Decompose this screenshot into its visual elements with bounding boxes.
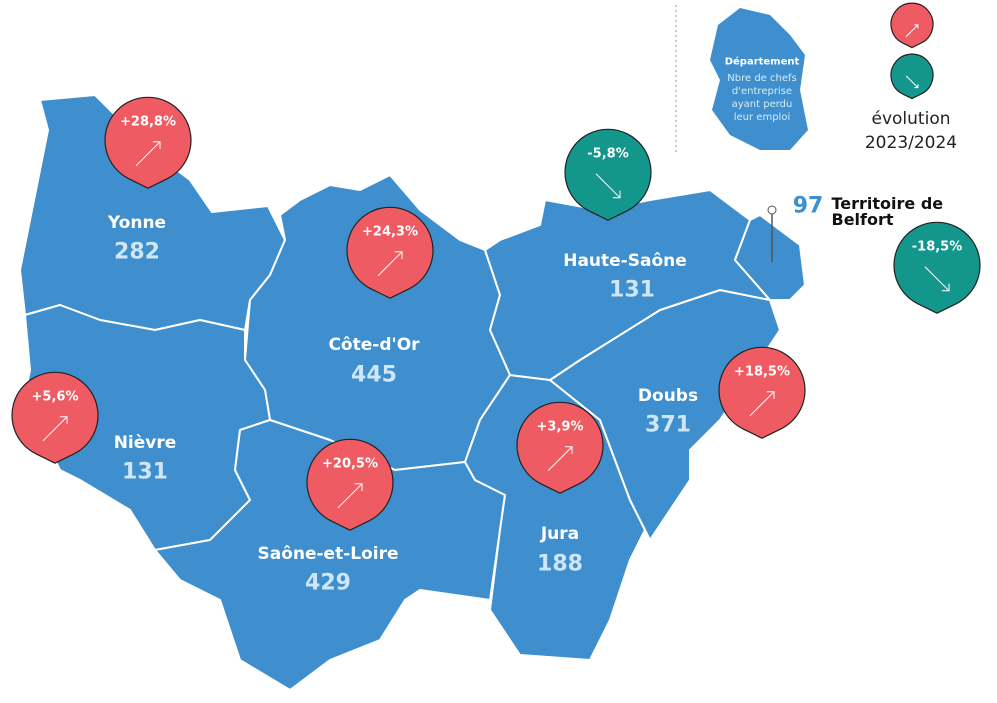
- department-count: 282: [114, 239, 160, 265]
- evolution-label: -5,8%: [587, 146, 629, 162]
- department-count: 131: [122, 459, 168, 485]
- legend-pin-up: [890, 2, 934, 49]
- department-name: Saône-et-Loire: [257, 544, 399, 564]
- department-name: Côte-d'Or: [328, 335, 420, 355]
- evolution-pin-arrow: [595, 173, 621, 199]
- belfort-shape: [734, 214, 806, 301]
- evolution-pin-arrow: [135, 141, 161, 167]
- evolution-label: +18,5%: [734, 364, 790, 380]
- legend-description: Nbre de chefs d'entreprise ayant perdu l…: [727, 73, 797, 123]
- department-count: 131: [609, 277, 655, 303]
- evolution-pin-arrowhead: [766, 391, 775, 399]
- evolution-pin: [346, 206, 434, 299]
- evolution-pin-arrowhead: [152, 141, 161, 149]
- evolution-pin-arrow: [42, 416, 68, 442]
- department-name: Territoire de Belfort: [831, 194, 944, 229]
- evolution-pin-arrowhead: [612, 190, 621, 199]
- legend-pin-up-arrow: [905, 24, 919, 37]
- evolution-pin: [516, 401, 604, 494]
- evolution-pin-arrow: [924, 266, 950, 292]
- department-count: 445: [351, 362, 397, 388]
- legend-evolution: évolution: [871, 109, 951, 129]
- evolution-pin-arrowhead: [354, 483, 363, 491]
- legend-shape: [710, 8, 808, 150]
- evolution-pin-arrowhead: [59, 416, 68, 424]
- evolution-pin: [11, 371, 99, 464]
- evolution-pin: [718, 346, 806, 439]
- evolution-label: +3,9%: [536, 419, 584, 435]
- legend-pin-down-arrow: [905, 75, 919, 88]
- evolution-pin-arrow: [547, 446, 573, 472]
- evolution-label: -18,5%: [911, 239, 963, 255]
- department-count: 429: [305, 570, 351, 596]
- legend-pin-up-arrowhead: [914, 24, 919, 29]
- department-count: 371: [645, 412, 691, 438]
- evolution-label: +20,5%: [322, 456, 378, 472]
- legend-pin-down-arrowhead: [914, 84, 919, 89]
- department-name: Yonne: [107, 213, 167, 233]
- legend-period: 2023/2024: [864, 133, 958, 153]
- department-name: Doubs: [637, 386, 699, 406]
- legend-pin-down: [890, 53, 934, 100]
- evolution-pin: [306, 438, 394, 531]
- department-count: 188: [537, 551, 583, 577]
- evolution-label: +24,3%: [362, 224, 418, 240]
- evolution-label: +5,6%: [31, 389, 79, 405]
- evolution-pin-arrow: [749, 391, 775, 417]
- department-name: Haute-Saône: [563, 251, 687, 271]
- evolution-pin-arrow: [377, 251, 403, 277]
- department-count: 97: [792, 193, 824, 219]
- belfort-dot: [767, 205, 777, 215]
- legend-title: Département: [724, 56, 800, 68]
- haute-saone-shape: [484, 189, 771, 381]
- evolution-label: +28,8%: [120, 114, 176, 130]
- department-name: Jura: [540, 524, 580, 544]
- evolution-pin-arrowhead: [564, 446, 573, 454]
- evolution-pin: [893, 221, 981, 314]
- evolution-pin-arrowhead: [394, 251, 403, 259]
- evolution-pin-arrow: [337, 483, 363, 509]
- department-name: Nièvre: [113, 433, 177, 453]
- evolution-pin: [104, 96, 192, 189]
- evolution-pin-arrowhead: [941, 283, 950, 292]
- evolution-pin: [564, 128, 652, 221]
